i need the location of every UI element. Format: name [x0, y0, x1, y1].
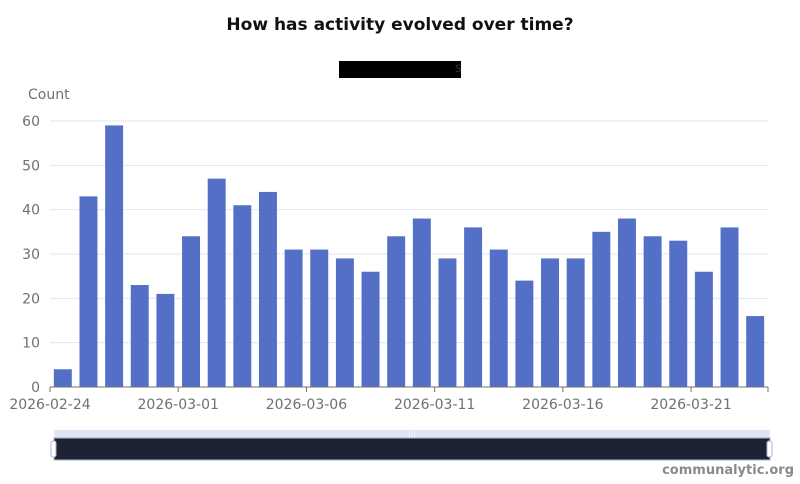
bar-2026-03-19[interactable]	[643, 236, 662, 387]
x-tick-label: 2026-03-01	[138, 397, 219, 413]
chart-title: How has activity evolved over time?	[226, 15, 574, 35]
y-tick-label: 10	[22, 336, 40, 352]
bar-2026-03-09[interactable]	[387, 236, 406, 387]
slider-handle-left[interactable]	[50, 440, 57, 458]
bar-2026-03-22[interactable]	[720, 227, 739, 387]
bar-2026-03-08[interactable]	[361, 271, 380, 387]
bar-2026-03-10[interactable]	[412, 218, 431, 387]
y-tick-label: 60	[22, 114, 40, 130]
bar-2026-03-06[interactable]	[310, 249, 329, 387]
bar-2026-03-01[interactable]	[182, 236, 201, 387]
x-tick-label: 2026-03-06	[266, 397, 347, 413]
bar-2026-03-20[interactable]	[669, 240, 688, 387]
y-axis-label: Count	[28, 87, 70, 103]
bar-2026-02-27[interactable]	[130, 285, 149, 387]
slider-track[interactable]	[54, 430, 770, 438]
slider-handle-right[interactable]	[766, 440, 773, 458]
x-tick-label: 2026-03-21	[650, 397, 731, 413]
bar-2026-02-26[interactable]	[105, 125, 124, 387]
bar-2026-03-12[interactable]	[464, 227, 483, 387]
slider-grip-icon[interactable]: |||	[408, 431, 415, 439]
bar-2026-03-23[interactable]	[746, 316, 765, 387]
y-tick-label: 50	[22, 158, 40, 174]
branding-watermark: communalytic.org	[662, 463, 794, 478]
y-tick-label: 20	[22, 291, 40, 307]
x-tick-label: 2026-03-11	[394, 397, 475, 413]
x-tick-label: 2026-02-24	[9, 397, 90, 413]
bar-2026-03-15[interactable]	[541, 258, 560, 387]
bar-2026-02-25[interactable]	[79, 196, 98, 387]
y-tick-label: 30	[22, 247, 40, 263]
bar-2026-03-05[interactable]	[284, 249, 303, 387]
legend-label-tail: s	[455, 61, 462, 76]
redaction-box	[339, 61, 461, 78]
bar-2026-02-28[interactable]	[156, 293, 175, 387]
bar-2026-03-11[interactable]	[438, 258, 457, 387]
bar-2026-03-13[interactable]	[489, 249, 508, 387]
zoom-slider[interactable]: |||	[50, 430, 773, 461]
bar-2026-03-14[interactable]	[515, 280, 534, 387]
bar-2026-03-21[interactable]	[694, 271, 713, 387]
y-tick-label: 0	[31, 380, 40, 396]
bar-2026-03-07[interactable]	[335, 258, 354, 387]
x-tick-label: 2026-03-16	[522, 397, 603, 413]
slider-range[interactable]	[53, 437, 771, 461]
bar-2026-03-04[interactable]	[258, 191, 277, 387]
bar-2026-03-03[interactable]	[233, 205, 252, 387]
y-tick-label: 40	[22, 203, 40, 219]
bar-2026-03-18[interactable]	[617, 218, 636, 387]
bar-2026-03-16[interactable]	[566, 258, 585, 387]
bar-2026-03-17[interactable]	[592, 231, 611, 387]
legend-redacted[interactable]: s	[339, 61, 462, 78]
bar-2026-02-24[interactable]	[53, 369, 72, 387]
bar-2026-03-02[interactable]	[207, 178, 226, 387]
